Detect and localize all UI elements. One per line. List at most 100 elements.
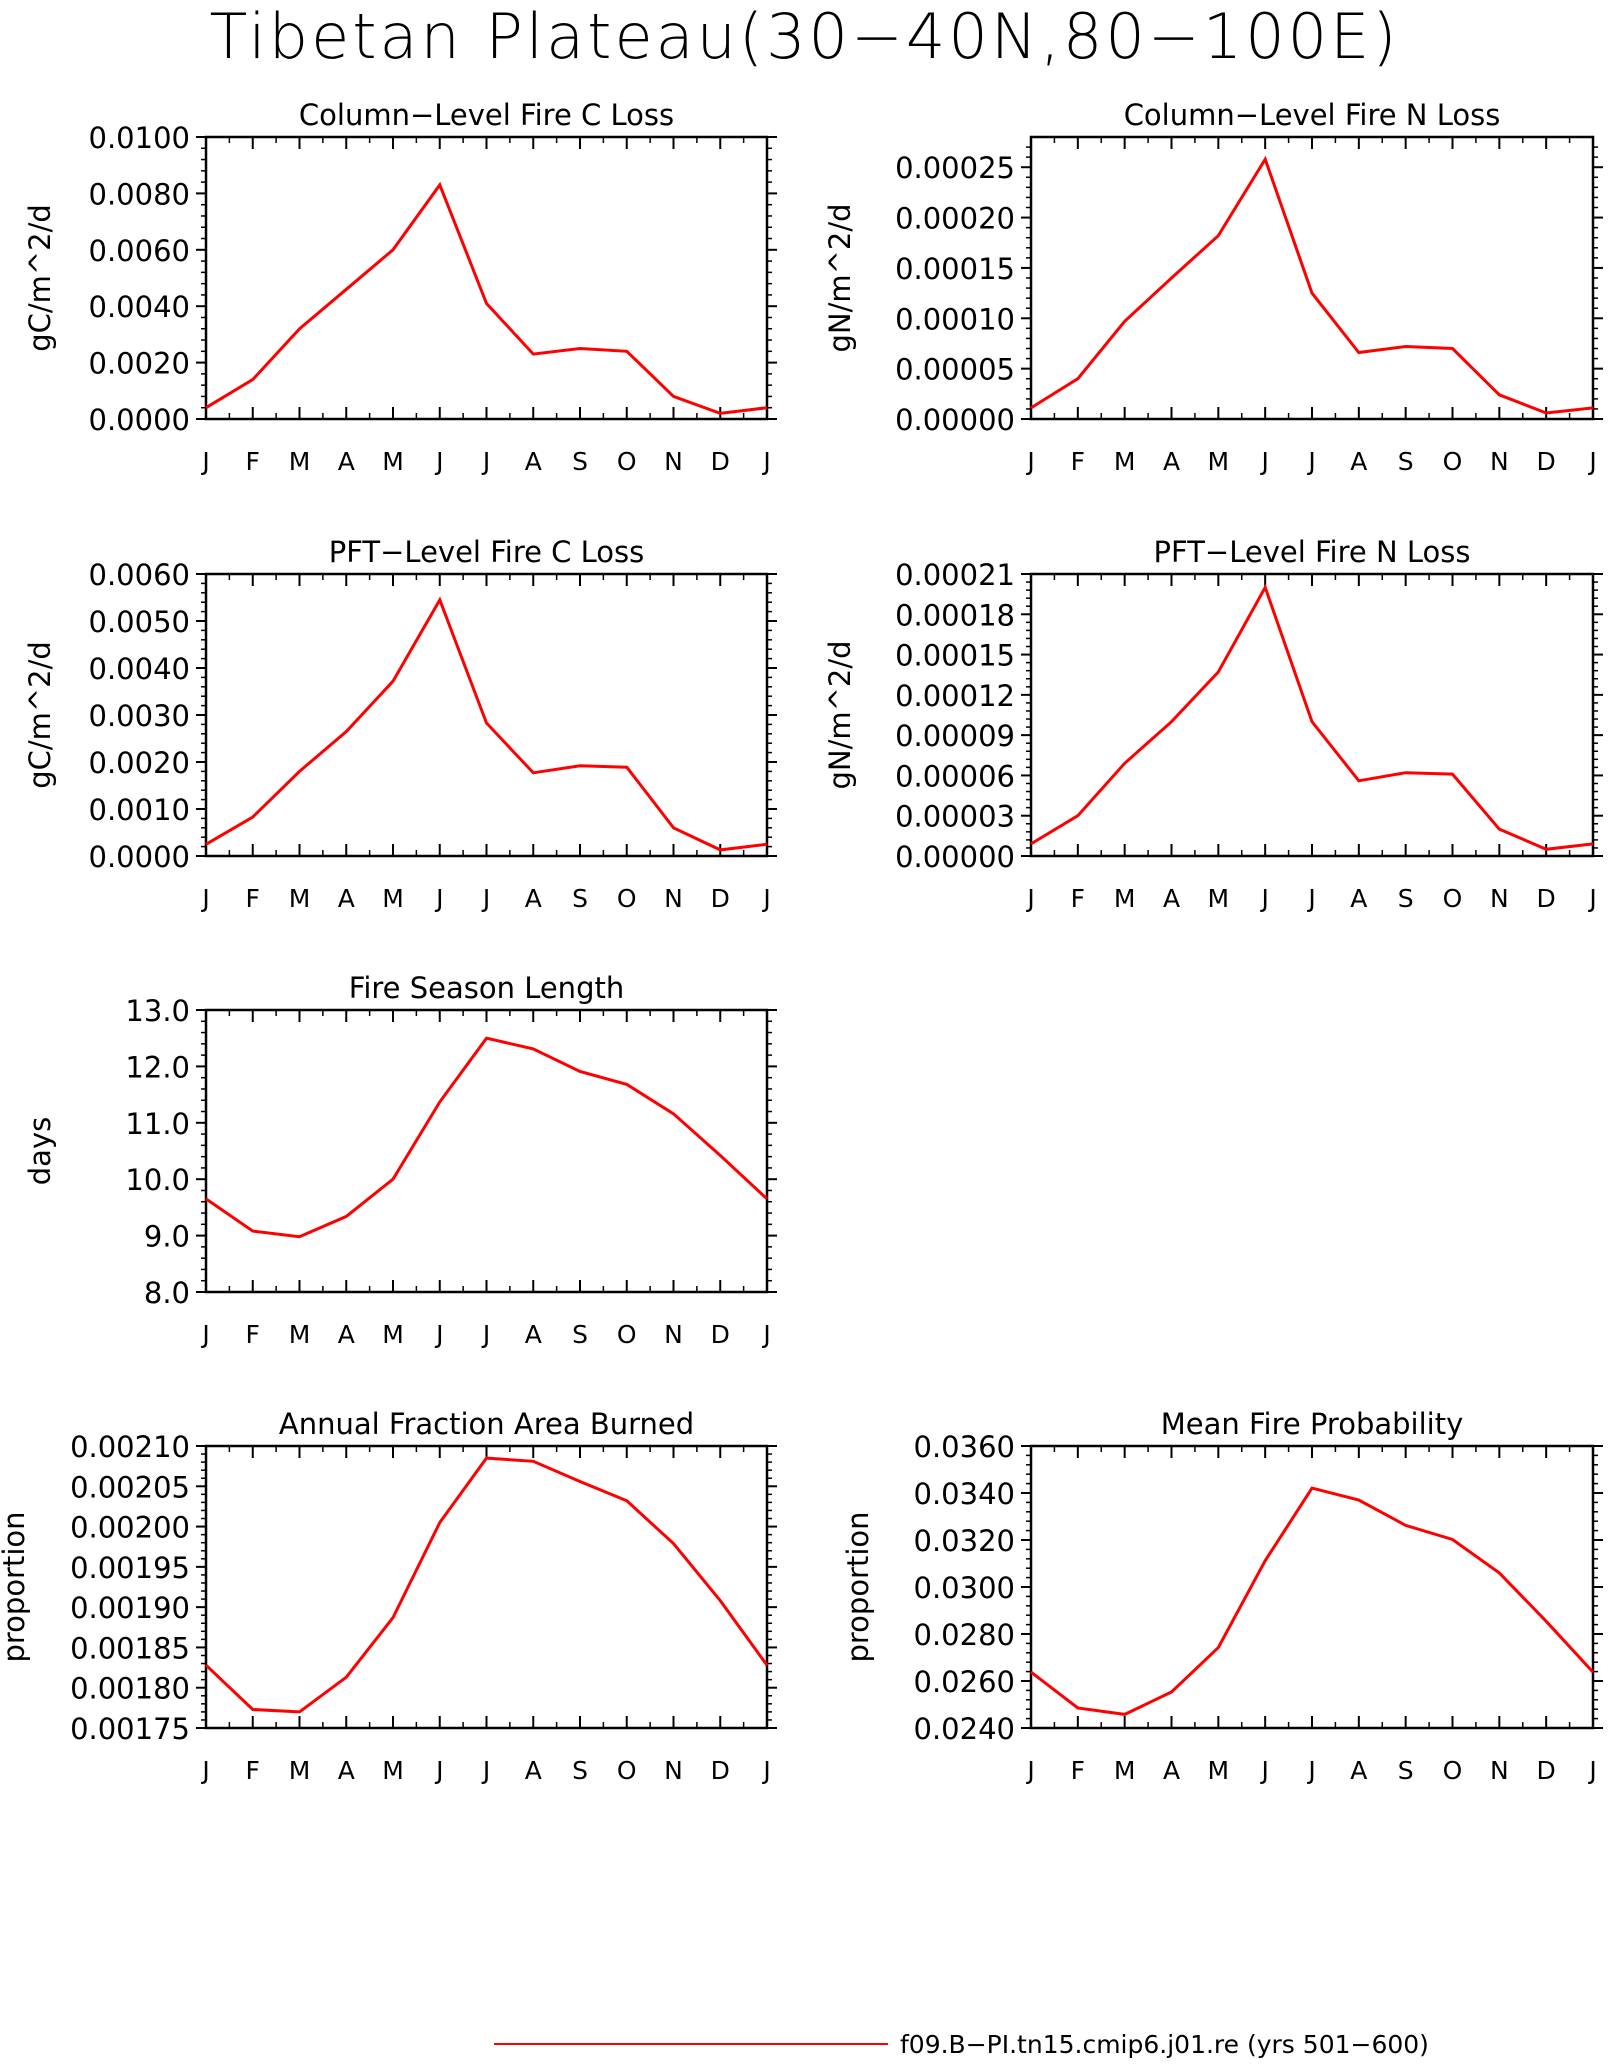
y-tick-label: 0.00000 — [895, 403, 1015, 437]
x-tick-label: A — [1163, 447, 1180, 476]
x-tick-label: J — [1025, 884, 1034, 913]
x-tick-label: M — [382, 884, 404, 913]
x-tick-label: O — [617, 1320, 637, 1349]
x-tick-label: J — [1587, 447, 1596, 476]
y-tick-label: 0.00180 — [70, 1672, 190, 1706]
x-tick-label: S — [1398, 1756, 1414, 1785]
x-tick-label: S — [572, 447, 588, 476]
x-tick-label: O — [1443, 884, 1463, 913]
y-tick-label: 0.0060 — [89, 234, 190, 268]
x-tick-label: J — [1025, 1756, 1034, 1785]
x-tick-label: J — [1025, 447, 1034, 476]
chart-title: PFT−Level Fire N Loss — [1154, 535, 1471, 569]
y-tick-label: 8.0 — [144, 1276, 190, 1310]
y-tick-label: 0.00006 — [895, 759, 1015, 793]
y-tick-label: 0.0340 — [914, 1477, 1015, 1511]
x-tick-label: J — [1306, 447, 1315, 476]
y-axis-label: gN/m^2/d — [823, 640, 857, 789]
y-tick-label: 0.00200 — [70, 1511, 190, 1545]
y-tick-label: 11.0 — [125, 1107, 190, 1141]
x-tick-label: D — [1537, 1756, 1556, 1785]
x-tick-label: M — [1114, 447, 1136, 476]
x-tick-label: A — [1163, 884, 1180, 913]
x-tick-label: J — [481, 884, 490, 913]
x-tick-label: F — [246, 1320, 260, 1349]
chart-title: Annual Fraction Area Burned — [279, 1407, 694, 1441]
x-tick-label: A — [525, 447, 542, 476]
x-tick-label: S — [572, 1756, 588, 1785]
figure-title: Tibetan Plateau(30−40N,80−100E) — [209, 0, 1400, 73]
y-tick-label: 0.00000 — [895, 840, 1015, 874]
x-tick-label: F — [246, 1756, 260, 1785]
y-tick-label: 0.00012 — [895, 679, 1015, 713]
x-tick-label: J — [434, 884, 443, 913]
x-tick-label: J — [761, 1320, 770, 1349]
x-tick-label: M — [289, 447, 311, 476]
y-tick-label: 10.0 — [125, 1163, 190, 1197]
x-tick-label: J — [1587, 884, 1596, 913]
y-axis-label: proportion — [841, 1511, 875, 1662]
plot-frame — [1029, 572, 1595, 858]
chart-season: J F M A M J J A S O N D J8.09.010.011.012.013.0Fire … — [23, 971, 777, 1349]
plot-frame — [1029, 135, 1595, 421]
y-tick-label: 0.0050 — [89, 605, 190, 639]
x-tick-label: M — [1114, 1756, 1136, 1785]
x-tick-label: A — [1350, 884, 1367, 913]
x-tick-label: O — [1443, 1756, 1463, 1785]
x-tick-label: D — [711, 1320, 730, 1349]
y-tick-label: 9.0 — [144, 1220, 190, 1254]
x-tick-label: A — [525, 1756, 542, 1785]
x-tick-label: A — [338, 1756, 355, 1785]
chart-prob: J F M A M J J A S O N D J0.02400.02600.02800.03000.0… — [841, 1407, 1603, 1785]
plot-frame — [204, 1008, 769, 1294]
y-tick-label: 0.00018 — [895, 598, 1015, 632]
y-tick-label: 0.0280 — [914, 1618, 1015, 1652]
x-tick-label: N — [664, 1320, 683, 1349]
x-tick-label: A — [1350, 447, 1367, 476]
chart-title: Column−Level Fire N Loss — [1124, 98, 1501, 132]
x-tick-label: M — [1114, 884, 1136, 913]
x-tick-label: M — [289, 884, 311, 913]
legend: f09.B−PI.tn15.cmip6.j01.re (yrs 501−600) — [494, 2030, 1429, 2059]
x-tick-label: M — [1208, 1756, 1230, 1785]
y-tick-label: 0.00185 — [70, 1631, 190, 1665]
y-tick-label: 0.0360 — [914, 1430, 1015, 1464]
chart-pft-n: J F M A M J J A S O N D J0.000000.000030.000060.0000… — [823, 535, 1603, 913]
x-tick-label: J — [200, 447, 209, 476]
x-tick-label: J — [761, 447, 770, 476]
series-line — [205, 181, 768, 415]
y-axis-label: gC/m^2/d — [23, 204, 57, 352]
x-tick-label: J — [434, 1756, 443, 1785]
x-tick-label: N — [664, 1756, 683, 1785]
y-tick-label: 0.0240 — [914, 1712, 1015, 1746]
x-tick-label: M — [382, 1756, 404, 1785]
x-tick-label: M — [1208, 884, 1230, 913]
x-tick-label: M — [382, 447, 404, 476]
x-tick-label: J — [434, 447, 443, 476]
y-axis-label: proportion — [0, 1511, 31, 1662]
x-tick-label: A — [338, 1320, 355, 1349]
x-tick-label: S — [572, 1320, 588, 1349]
plot-frame — [204, 1444, 769, 1730]
chart-title: Fire Season Length — [349, 971, 624, 1005]
y-axis-label: gC/m^2/d — [23, 641, 57, 789]
y-tick-label: 0.00210 — [70, 1430, 190, 1464]
x-tick-label: A — [1350, 1756, 1367, 1785]
y-axis-label: days — [23, 1117, 57, 1185]
x-tick-label: J — [1306, 1756, 1315, 1785]
x-tick-label: S — [1398, 884, 1414, 913]
series-line — [205, 596, 768, 852]
y-tick-label: 0.00190 — [70, 1591, 190, 1625]
x-tick-label: J — [1259, 1756, 1268, 1785]
x-tick-label: F — [246, 447, 260, 476]
x-tick-label: O — [1443, 447, 1463, 476]
series-line — [204, 1456, 769, 1714]
y-tick-label: 0.0320 — [914, 1524, 1015, 1558]
x-tick-label: D — [711, 884, 730, 913]
x-tick-label: F — [1071, 447, 1085, 476]
y-tick-label: 0.0100 — [89, 121, 190, 155]
chart-title: Column−Level Fire C Loss — [299, 98, 674, 132]
legend-label: f09.B−PI.tn15.cmip6.j01.re (yrs 501−600) — [900, 2030, 1429, 2059]
x-tick-label: F — [1071, 884, 1085, 913]
